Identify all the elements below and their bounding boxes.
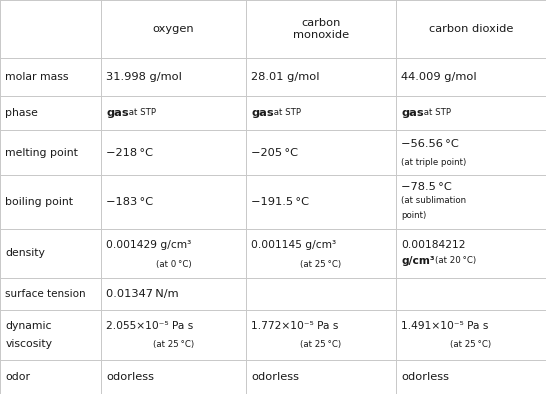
Text: (at 25 °C): (at 25 °C)	[153, 340, 194, 349]
Text: −78.5 °C: −78.5 °C	[401, 182, 452, 192]
Text: (at 25 °C): (at 25 °C)	[450, 340, 491, 349]
Text: 0.001145 g/cm³: 0.001145 g/cm³	[251, 240, 336, 249]
Text: (at 20 °C): (at 20 °C)	[435, 256, 476, 265]
Text: oxygen: oxygen	[152, 24, 194, 34]
Text: (at triple point): (at triple point)	[401, 158, 467, 167]
Text: gas: gas	[401, 108, 424, 118]
Text: odor: odor	[5, 372, 31, 382]
Text: 1.772×10⁻⁵ Pa s: 1.772×10⁻⁵ Pa s	[251, 321, 339, 331]
Text: at STP: at STP	[127, 108, 156, 117]
Text: gas: gas	[251, 108, 274, 118]
Text: odorless: odorless	[401, 372, 449, 382]
Text: (at 25 °C): (at 25 °C)	[300, 260, 341, 269]
Text: phase: phase	[5, 108, 38, 118]
Text: melting point: melting point	[5, 148, 78, 158]
Text: carbon
monoxide: carbon monoxide	[293, 18, 349, 40]
Text: gas: gas	[106, 108, 129, 118]
Text: density: density	[5, 249, 45, 258]
Text: 1.491×10⁻⁵ Pa s: 1.491×10⁻⁵ Pa s	[401, 321, 489, 331]
Text: g/cm³: g/cm³	[401, 256, 435, 266]
Text: at STP: at STP	[422, 108, 451, 117]
Text: molar mass: molar mass	[5, 72, 69, 82]
Text: −205 °C: −205 °C	[251, 148, 298, 158]
Text: −191.5 °C: −191.5 °C	[251, 197, 309, 207]
Text: −183 °C: −183 °C	[106, 197, 153, 207]
Text: 31.998 g/mol: 31.998 g/mol	[106, 72, 182, 82]
Text: odorless: odorless	[106, 372, 155, 382]
Text: surface tension: surface tension	[5, 289, 86, 299]
Text: 0.001429 g/cm³: 0.001429 g/cm³	[106, 240, 192, 249]
Text: boiling point: boiling point	[5, 197, 74, 207]
Text: 0.01347 N/m: 0.01347 N/m	[106, 289, 179, 299]
Text: odorless: odorless	[251, 372, 299, 382]
Text: −56.56 °C: −56.56 °C	[401, 139, 459, 149]
Text: 2.055×10⁻⁵ Pa s: 2.055×10⁻⁵ Pa s	[106, 321, 194, 331]
Text: 28.01 g/mol: 28.01 g/mol	[251, 72, 319, 82]
Text: carbon dioxide: carbon dioxide	[429, 24, 513, 34]
Text: at STP: at STP	[272, 108, 301, 117]
Text: viscosity: viscosity	[5, 339, 52, 349]
Text: 0.00184212: 0.00184212	[401, 240, 466, 249]
Text: (at 0 °C): (at 0 °C)	[156, 260, 191, 269]
Text: 44.009 g/mol: 44.009 g/mol	[401, 72, 477, 82]
Text: dynamic: dynamic	[5, 321, 52, 331]
Text: (at 25 °C): (at 25 °C)	[300, 340, 341, 349]
Text: −218 °C: −218 °C	[106, 148, 153, 158]
Text: point): point)	[401, 211, 426, 220]
Text: (at sublimation: (at sublimation	[401, 196, 466, 205]
